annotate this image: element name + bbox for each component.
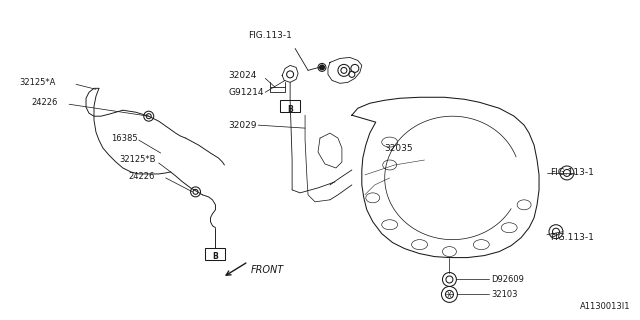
Text: G91214: G91214 [228,88,264,97]
Text: B: B [212,252,218,261]
Text: 32125*A: 32125*A [19,78,56,87]
Text: 32029: 32029 [228,121,257,130]
Text: 32024: 32024 [228,71,257,80]
Text: FIG.113-1: FIG.113-1 [248,31,292,40]
Circle shape [319,65,324,70]
Text: 32125*B: 32125*B [119,156,156,164]
Text: FIG.113-1: FIG.113-1 [550,168,594,178]
Text: A1130013I1: A1130013I1 [580,302,630,311]
Text: 32035: 32035 [385,144,413,153]
FancyBboxPatch shape [280,100,300,112]
Text: FRONT: FRONT [250,265,284,275]
Text: FIG.113-1: FIG.113-1 [550,233,594,242]
Text: 16385: 16385 [111,133,138,143]
Text: B: B [287,105,293,114]
FancyBboxPatch shape [205,248,225,260]
Text: 24226: 24226 [31,98,58,107]
Text: 32103: 32103 [492,290,518,299]
Text: D92609: D92609 [492,275,524,284]
Text: 24226: 24226 [129,172,156,181]
